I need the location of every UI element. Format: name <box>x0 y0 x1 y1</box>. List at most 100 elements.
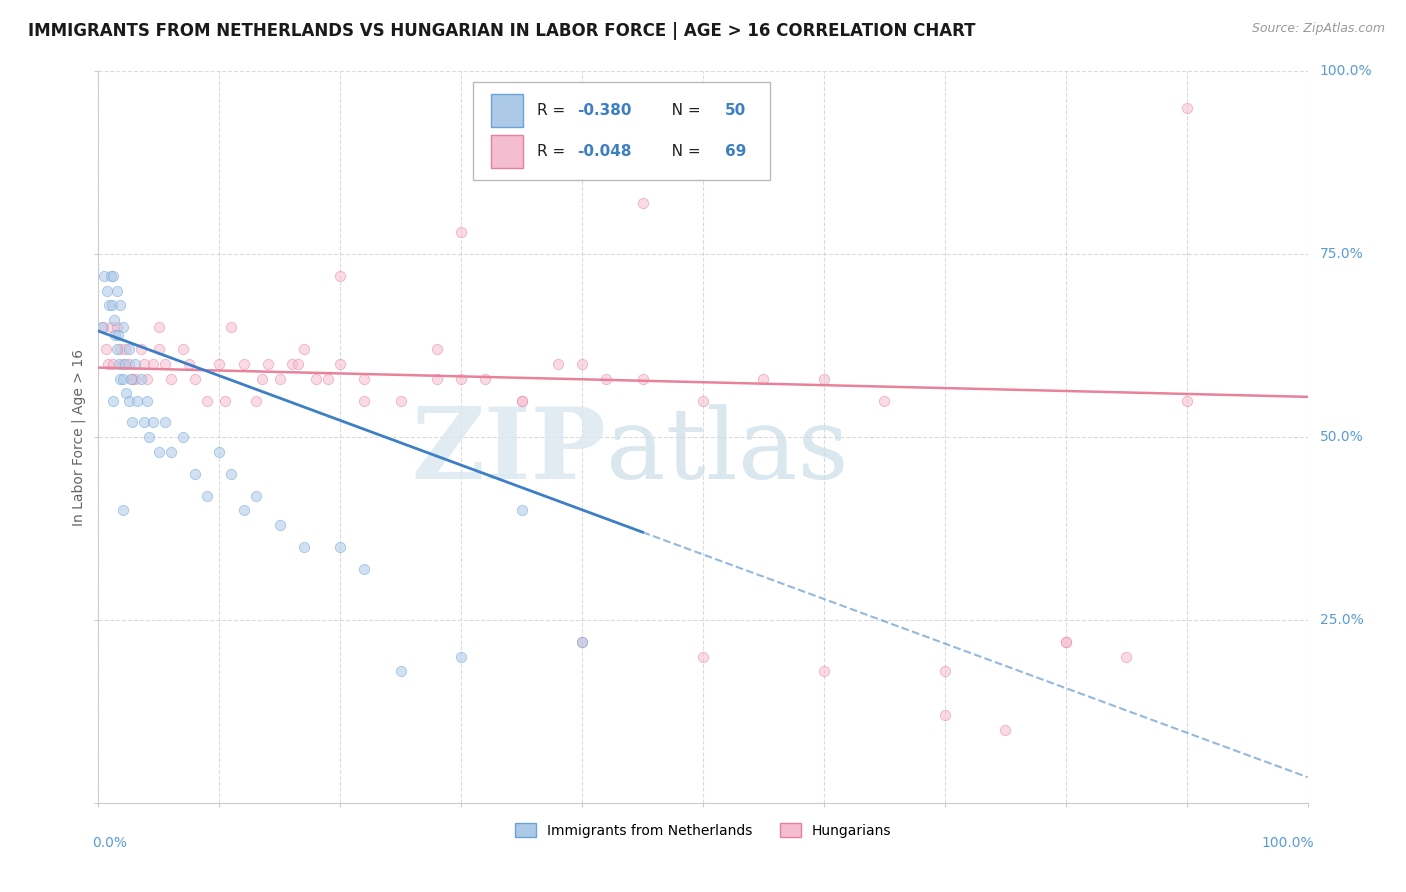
Point <box>142 416 165 430</box>
Point <box>124 357 146 371</box>
Point <box>1175 101 1198 115</box>
Point <box>111 320 134 334</box>
Point <box>108 357 131 371</box>
Point <box>292 343 315 357</box>
Point <box>208 444 231 458</box>
Point <box>134 357 156 371</box>
Point <box>135 371 157 385</box>
Point <box>120 371 142 385</box>
Point <box>305 371 328 385</box>
Point <box>1175 393 1198 408</box>
Point <box>91 320 114 334</box>
Point <box>631 371 654 385</box>
Point <box>127 393 149 408</box>
Point <box>184 371 207 385</box>
Point <box>692 649 714 664</box>
Point <box>101 393 124 408</box>
Bar <box>492 135 523 168</box>
Point <box>98 298 121 312</box>
Point <box>129 343 152 357</box>
Point <box>134 416 156 430</box>
Point <box>813 371 835 385</box>
Point <box>118 343 141 357</box>
Point <box>160 444 183 458</box>
Point <box>148 444 170 458</box>
Point <box>121 416 143 430</box>
Text: -0.048: -0.048 <box>578 144 631 159</box>
Point <box>111 371 134 385</box>
Point <box>184 467 207 481</box>
FancyBboxPatch shape <box>474 81 769 180</box>
Text: Source: ZipAtlas.com: Source: ZipAtlas.com <box>1251 22 1385 36</box>
Point <box>353 393 375 408</box>
Point <box>105 343 128 357</box>
Text: 75.0%: 75.0% <box>1320 247 1364 261</box>
Point <box>118 393 141 408</box>
Point <box>105 284 128 298</box>
Text: N =: N = <box>657 144 706 159</box>
Point <box>91 320 114 334</box>
Point <box>101 269 124 284</box>
Text: 100.0%: 100.0% <box>1261 836 1313 850</box>
Point <box>287 357 309 371</box>
Text: 0.0%: 0.0% <box>93 836 128 850</box>
Point <box>450 371 472 385</box>
Point <box>195 393 218 408</box>
Y-axis label: In Labor Force | Age > 16: In Labor Force | Age > 16 <box>72 349 86 525</box>
Point <box>389 664 412 678</box>
Point <box>510 393 533 408</box>
Point <box>121 371 143 385</box>
Point <box>111 503 134 517</box>
Point <box>221 467 243 481</box>
Point <box>135 393 157 408</box>
Text: R =: R = <box>537 103 571 119</box>
Text: R =: R = <box>537 144 571 159</box>
Point <box>692 393 714 408</box>
Point <box>142 357 165 371</box>
Point <box>329 269 352 284</box>
Point <box>108 298 131 312</box>
Point <box>172 430 194 444</box>
Point <box>269 371 291 385</box>
Point <box>153 416 176 430</box>
Point <box>316 371 339 385</box>
Point <box>153 357 176 371</box>
Point <box>1054 635 1077 649</box>
Point <box>426 343 449 357</box>
Text: 50: 50 <box>724 103 747 119</box>
Point <box>934 664 956 678</box>
Point <box>426 371 449 385</box>
Point <box>172 343 194 357</box>
Point <box>221 320 243 334</box>
Text: 50.0%: 50.0% <box>1320 430 1364 444</box>
Point <box>292 540 315 554</box>
Point <box>1115 649 1137 664</box>
Point <box>104 327 127 342</box>
Point <box>124 371 146 385</box>
Bar <box>492 95 523 128</box>
Point <box>108 371 131 385</box>
Point <box>114 357 136 371</box>
Legend: Immigrants from Netherlands, Hungarians: Immigrants from Netherlands, Hungarians <box>509 817 897 844</box>
Point <box>450 225 472 239</box>
Point <box>148 320 170 334</box>
Point <box>281 357 304 371</box>
Point <box>232 357 254 371</box>
Point <box>752 371 775 385</box>
Point <box>118 357 141 371</box>
Point <box>329 357 352 371</box>
Point <box>571 357 593 371</box>
Point <box>353 562 375 576</box>
Text: atlas: atlas <box>606 404 849 500</box>
Point <box>571 635 593 649</box>
Point <box>813 664 835 678</box>
Point <box>138 430 160 444</box>
Text: 100.0%: 100.0% <box>1320 64 1372 78</box>
Point <box>547 357 569 371</box>
Point <box>269 517 291 532</box>
Point <box>245 393 267 408</box>
Point <box>148 343 170 357</box>
Point <box>474 371 496 385</box>
Text: 25.0%: 25.0% <box>1320 613 1364 627</box>
Point <box>111 357 134 371</box>
